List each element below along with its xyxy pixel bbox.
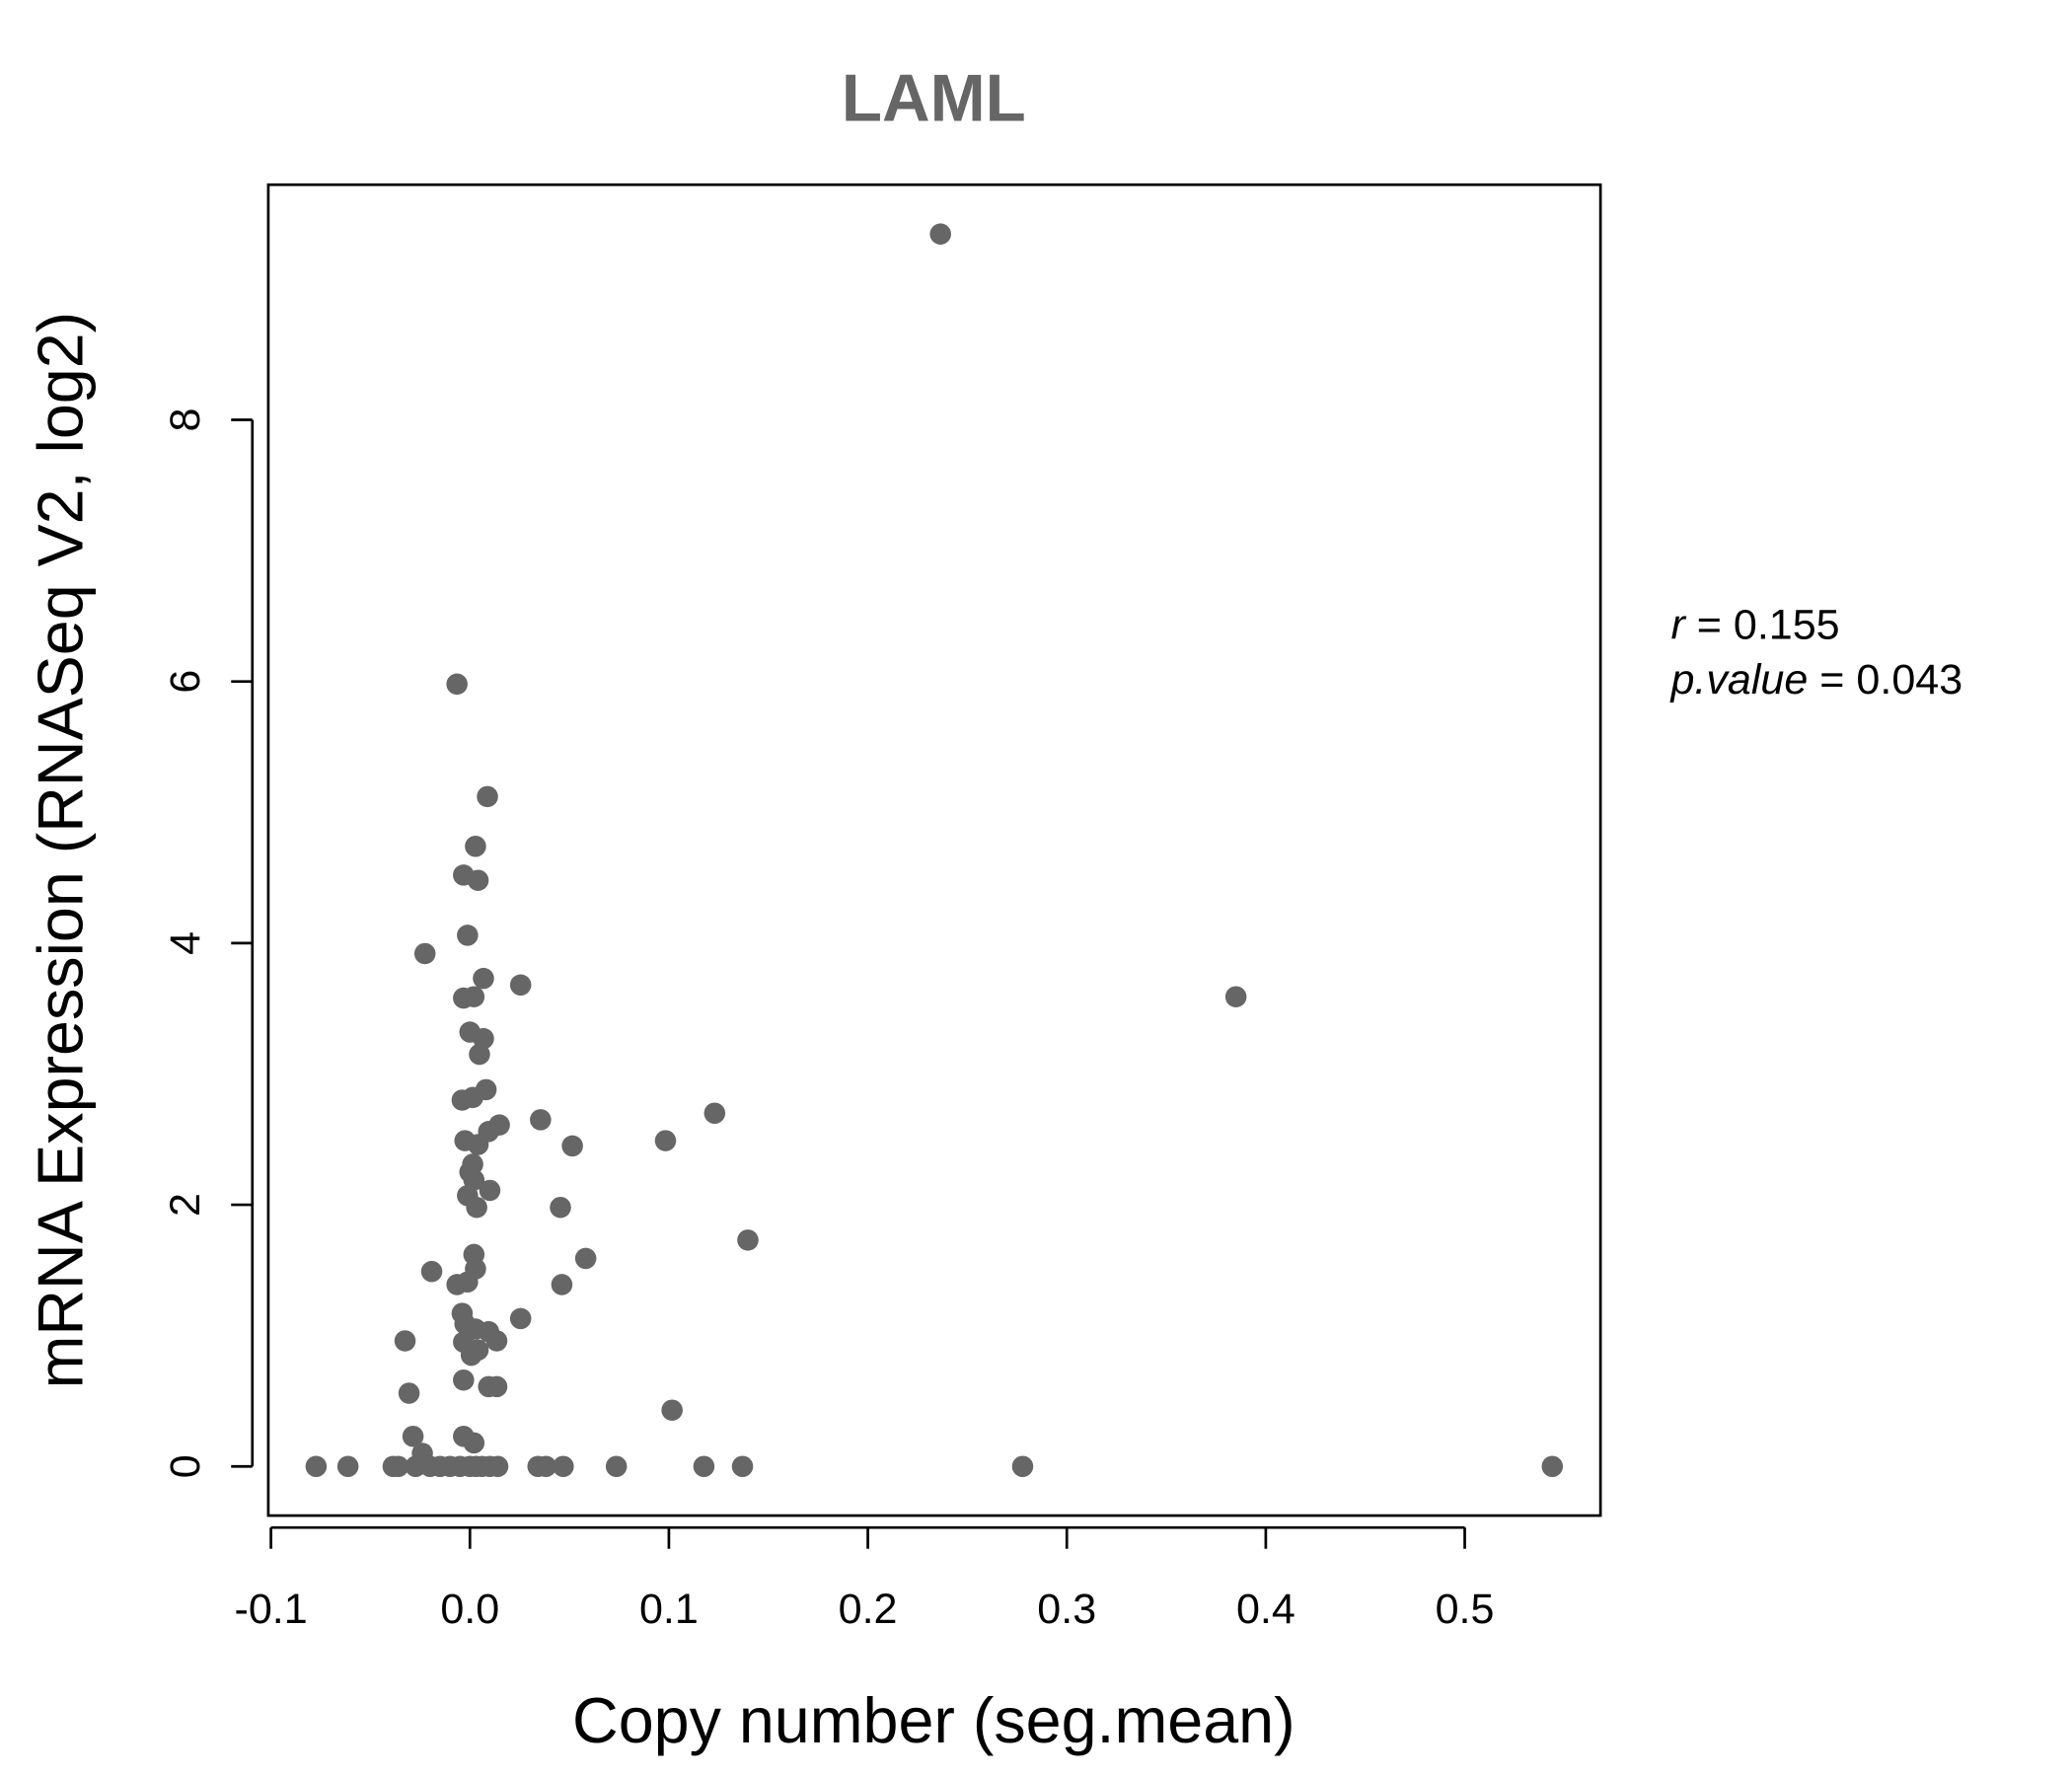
data-points: [305, 223, 1564, 1478]
p-value: 0.043: [1856, 656, 1962, 703]
x-tick-label: 0.1: [639, 1586, 699, 1633]
x-tick-label: 0.3: [1037, 1586, 1096, 1633]
r-value: 0.155: [1734, 602, 1840, 649]
y-axis-label: mRNA Expression (RNASeq V2, log2): [25, 312, 96, 1389]
y-tick-label: 2: [162, 1193, 209, 1217]
y-tick-label: 8: [162, 408, 209, 432]
data-point: [479, 1179, 501, 1202]
data-point: [305, 1455, 328, 1478]
data-point: [509, 974, 532, 997]
data-point: [574, 1247, 597, 1270]
x-tick-label: -0.1: [235, 1586, 308, 1633]
data-point: [446, 673, 468, 696]
x-tick-label: 0.0: [440, 1586, 499, 1633]
data-point: [731, 1455, 754, 1478]
p-label: p.value: [1668, 656, 1808, 703]
data-point: [553, 1455, 574, 1478]
data-point: [605, 1455, 628, 1478]
data-point: [535, 1455, 557, 1478]
data-point: [336, 1455, 359, 1478]
x-axis: -0.1 0.0 0.1 0.2 0.3 0.4 0.5: [235, 1525, 1495, 1633]
data-point: [467, 1134, 489, 1155]
plot-frame: [266, 183, 1602, 1517]
data-point: [457, 925, 479, 946]
x-tick-label: 0.4: [1236, 1586, 1295, 1633]
data-point: [463, 986, 485, 1007]
data-point: [463, 1432, 485, 1454]
data-point: [509, 1307, 532, 1330]
svg-text:p.value = 0.043: p.value = 0.043: [1668, 656, 1962, 703]
data-point: [485, 1330, 508, 1352]
data-point: [469, 1043, 490, 1066]
data-point: [1011, 1455, 1034, 1478]
data-point: [550, 1196, 571, 1219]
data-point: [405, 1455, 426, 1478]
data-point: [485, 1375, 508, 1398]
data-point: [737, 1229, 759, 1251]
data-point: [1224, 986, 1247, 1007]
data-point: [465, 835, 486, 857]
data-point: [402, 1425, 424, 1447]
data-point: [413, 942, 436, 965]
data-point: [654, 1130, 677, 1151]
data-point: [661, 1399, 683, 1422]
data-point: [453, 1369, 475, 1391]
data-point: [467, 869, 489, 891]
y-tick-label: 4: [162, 931, 209, 955]
data-point: [703, 1102, 726, 1125]
y-axis: 0 2 4 6 8: [162, 408, 255, 1478]
x-tick-label: 0.2: [839, 1586, 898, 1633]
data-point: [460, 1344, 482, 1367]
r-label: r: [1670, 602, 1686, 649]
correlation-annotation: r = 0.155 p.value = 0.043: [1668, 602, 1962, 703]
data-point: [929, 223, 951, 245]
data-point: [551, 1274, 573, 1295]
svg-text:r = 0.155: r = 0.155: [1670, 602, 1839, 649]
y-tick-label: 0: [162, 1454, 209, 1478]
data-point: [420, 1260, 443, 1283]
data-point: [462, 1086, 483, 1109]
x-axis-label: Copy number (seg.mean): [572, 1685, 1295, 1756]
data-point: [693, 1455, 715, 1478]
data-point: [466, 1196, 487, 1219]
data-point: [446, 1274, 468, 1295]
x-tick-label: 0.5: [1436, 1586, 1495, 1633]
data-point: [530, 1109, 552, 1131]
data-point: [394, 1330, 416, 1352]
data-point: [477, 785, 498, 808]
data-point: [398, 1382, 420, 1404]
data-point: [561, 1135, 583, 1157]
data-point: [473, 967, 494, 990]
data-point: [1541, 1455, 1564, 1478]
chart-title: LAML: [842, 62, 1026, 136]
data-point: [387, 1455, 409, 1478]
data-point: [486, 1455, 509, 1478]
y-tick-label: 6: [162, 670, 209, 694]
